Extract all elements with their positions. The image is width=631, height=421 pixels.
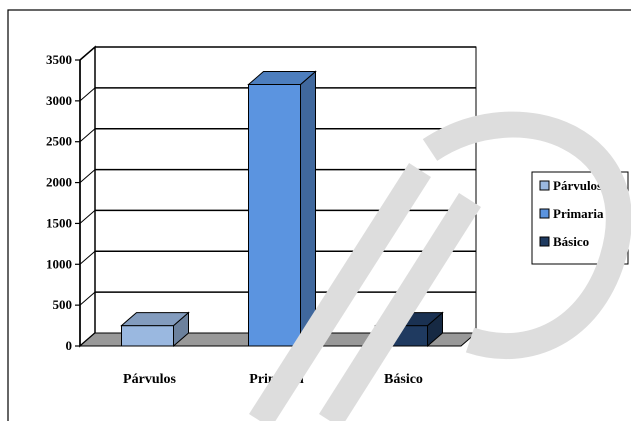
bar-top — [120, 312, 190, 327]
legend-item: Párvulos — [539, 178, 602, 193]
plot-side-wall — [79, 45, 96, 348]
legend-item: Primaria — [539, 206, 604, 221]
watermark — [249, 111, 631, 421]
x-tick-label: Básico — [384, 372, 423, 387]
y-tick-label: 3000 — [46, 93, 72, 108]
bar-front — [248, 84, 301, 347]
chart-border — [7, 9, 631, 421]
legend-swatch — [539, 236, 550, 247]
bar-front — [121, 325, 174, 347]
gridline-diag — [79, 87, 96, 102]
gridline-diag — [79, 250, 96, 265]
legend-swatch — [539, 180, 550, 191]
gridline-diag — [79, 128, 96, 143]
bar — [247, 70, 317, 348]
bar — [120, 311, 190, 348]
y-tick-label: 1500 — [46, 215, 72, 230]
gridline-diag — [79, 169, 96, 183]
bars — [120, 70, 444, 348]
gridline-diag — [79, 46, 96, 61]
y-tick-label: 2500 — [46, 134, 72, 149]
gridline-diag — [79, 291, 96, 306]
legend-label: Párvulos — [553, 178, 602, 193]
x-tick-label: Párvulos — [123, 372, 176, 387]
legend-item: Básico — [539, 234, 589, 249]
bar-side — [300, 70, 316, 348]
bar-top — [247, 71, 317, 86]
watermark-stroke-2 — [319, 193, 481, 421]
watermark-curve — [422, 111, 631, 360]
gridline-diag — [79, 210, 96, 224]
y-tick-label: 0 — [66, 338, 73, 353]
legend-label: Básico — [553, 234, 589, 249]
legend-swatch — [539, 208, 550, 219]
watermark-stroke-1 — [249, 163, 431, 421]
y-axis: 0 500 1000 1500 2000 2500 3000 3500 — [46, 52, 81, 353]
y-tick-label: 2000 — [46, 175, 72, 190]
legend-label: Primaria — [553, 206, 604, 221]
y-tick-label: 3500 — [46, 52, 72, 67]
y-tick-label: 1000 — [46, 256, 72, 271]
y-tick-label: 500 — [53, 297, 73, 312]
